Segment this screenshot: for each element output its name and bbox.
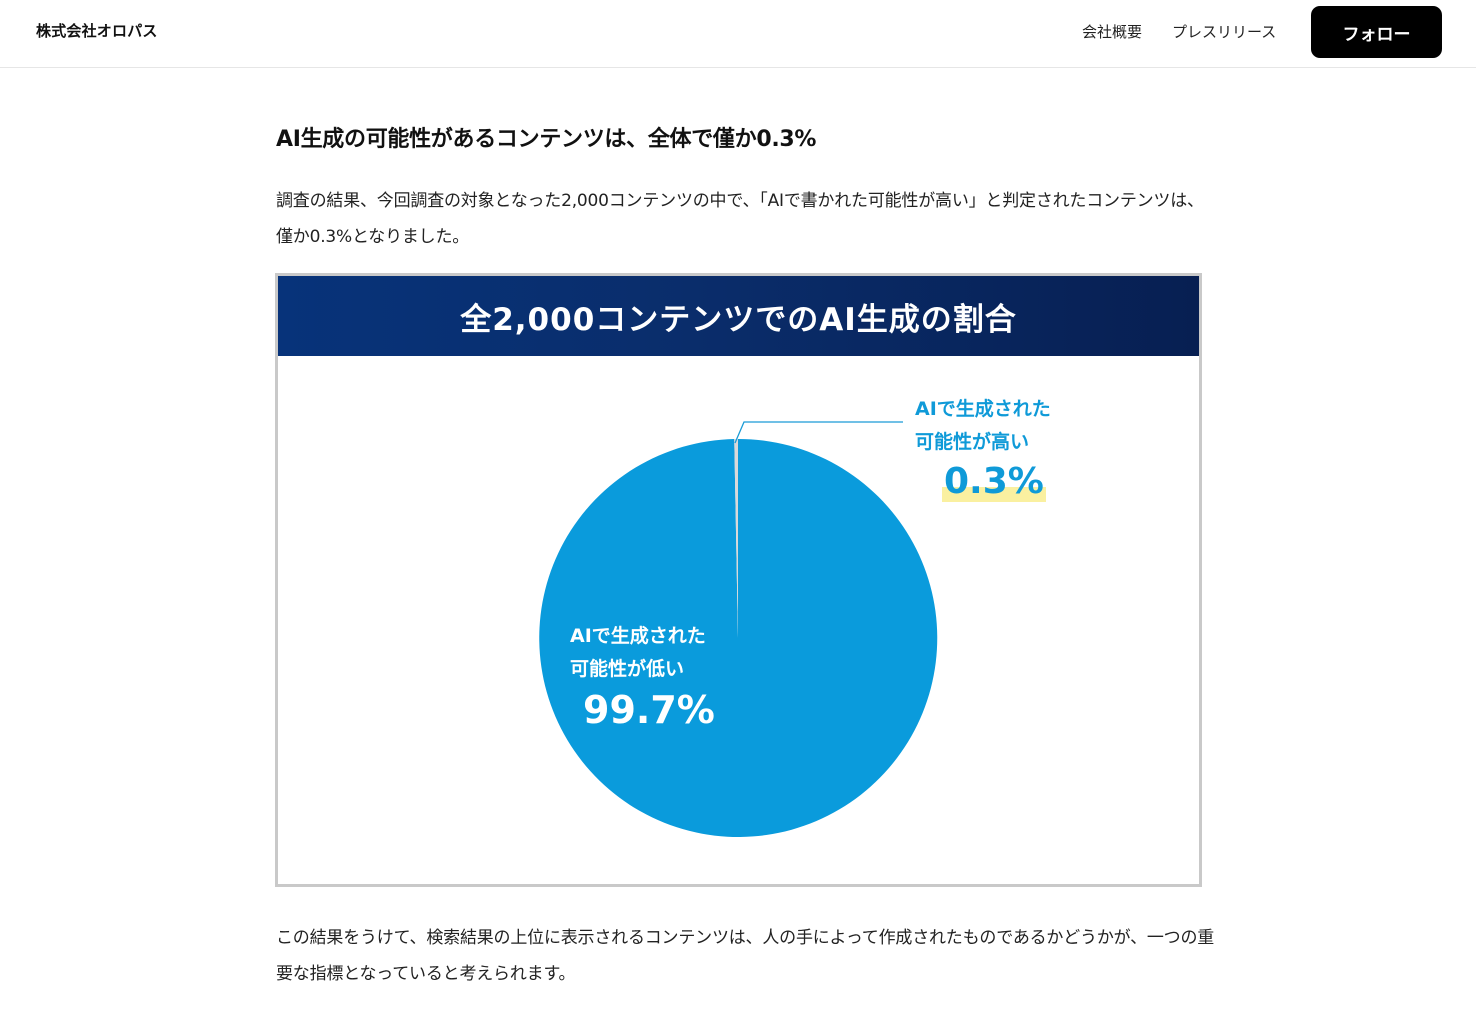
value-high-percentage: 0.3% bbox=[942, 461, 1046, 502]
leader-line bbox=[734, 421, 903, 444]
label-high-line1: AIで生成された bbox=[915, 398, 1051, 420]
chart-title: 全2,000コンテンツでのAI生成の割合 bbox=[460, 301, 1017, 338]
chart-header-band: 全2,000コンテンツでのAI生成の割合 bbox=[278, 276, 1199, 356]
nav-link-press-releases[interactable]: プレスリリース bbox=[1172, 23, 1277, 41]
paragraph-results: 調査の結果、今回調査の対象となった2,000コンテンツの中で、「AIで書かれた可… bbox=[276, 191, 1204, 247]
paragraph-conclusion: この結果をうけて、検索結果の上位に表示されるコンテンツは、人の手によって作成され… bbox=[276, 928, 1215, 984]
label-high-line2: 可能性が高い bbox=[915, 431, 1030, 453]
label-low-line1: AIで生成された bbox=[570, 625, 706, 647]
section-heading: AI生成の可能性があるコンテンツは、全体で僅か0.3% bbox=[276, 127, 817, 152]
label-high-probability: AIで生成された 可能性が高い bbox=[915, 393, 1051, 459]
pie-slices bbox=[539, 438, 938, 837]
pie-chart-figure: 全2,000コンテンツでのAI生成の割合 AIで生成された 可能性が高い 0.3… bbox=[275, 273, 1202, 887]
pie-slice-low-probability bbox=[539, 438, 938, 837]
top-navigation-bar: 株式会社オロパス 会社概要 プレスリリース フォロー bbox=[0, 0, 1476, 68]
pie-chart bbox=[539, 421, 938, 837]
value-low-percentage: 99.7% bbox=[583, 688, 715, 732]
company-logo-text[interactable]: 株式会社オロパス bbox=[36, 22, 158, 40]
label-low-line2: 可能性が低い bbox=[570, 658, 685, 680]
label-low-probability: AIで生成された 可能性が低い bbox=[570, 620, 706, 686]
follow-button[interactable]: フォロー bbox=[1311, 6, 1442, 58]
pie-slice-high-probability bbox=[734, 439, 738, 638]
nav-link-company-overview[interactable]: 会社概要 bbox=[1082, 23, 1143, 41]
